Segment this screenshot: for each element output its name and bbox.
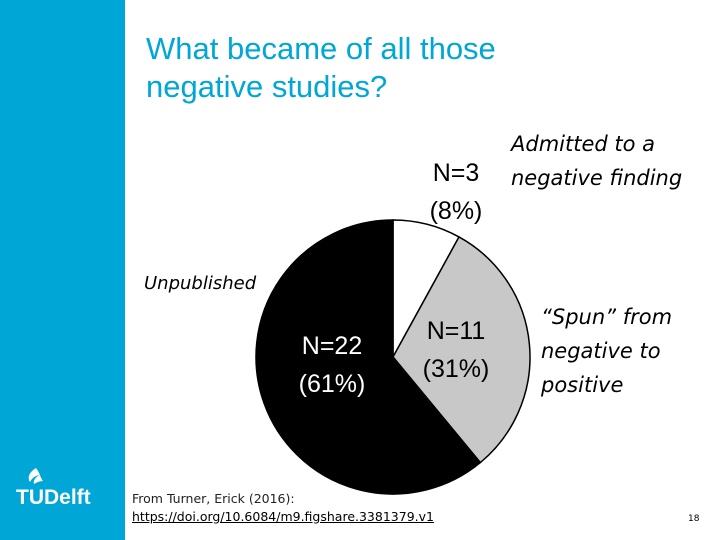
callout-line-1c: positive [540,373,623,397]
callout-line-1a: “Spun” from [541,305,672,329]
slide-title: What became of all those negative studie… [146,30,666,106]
brand-sidebar [0,0,125,540]
slice-percent-label-2: (61%) [299,370,366,398]
slice-percent-label-0: (8%) [430,197,483,225]
callout-label-2: Unpublished [144,273,257,294]
pie-slice-1 [392,235,531,464]
logo-text: TUDelft [16,486,91,509]
pie-slice-2 [255,219,482,495]
tudelft-logo: TUDelft [16,466,116,510]
callout-line-0a: Admitted to a [509,132,655,156]
slice-count-label-0: N=3 [433,159,480,187]
source-text: From Turner, Erick (2016): [132,491,295,506]
callout-line-1b: negative to [541,339,661,363]
title-line-1: What became of all those [146,31,496,66]
title-line-2: negative studies? [146,69,388,104]
pie-chart: N=3 (8%) N=11 (31%) N=22 (61%) Admitted … [144,132,682,495]
page-number: 18 [688,514,700,524]
callout-line-0b: negative finding [511,166,682,190]
flame-icon [28,468,43,484]
slice-percent-label-1: (31%) [423,355,490,383]
source-link[interactable]: https://doi.org/10.6084/m9.figshare.3381… [132,509,434,524]
slice-count-label-2: N=22 [302,332,362,360]
source-citation: From Turner, Erick (2016): https://doi.o… [132,490,434,526]
slice-count-label-1: N=11 [427,317,486,345]
